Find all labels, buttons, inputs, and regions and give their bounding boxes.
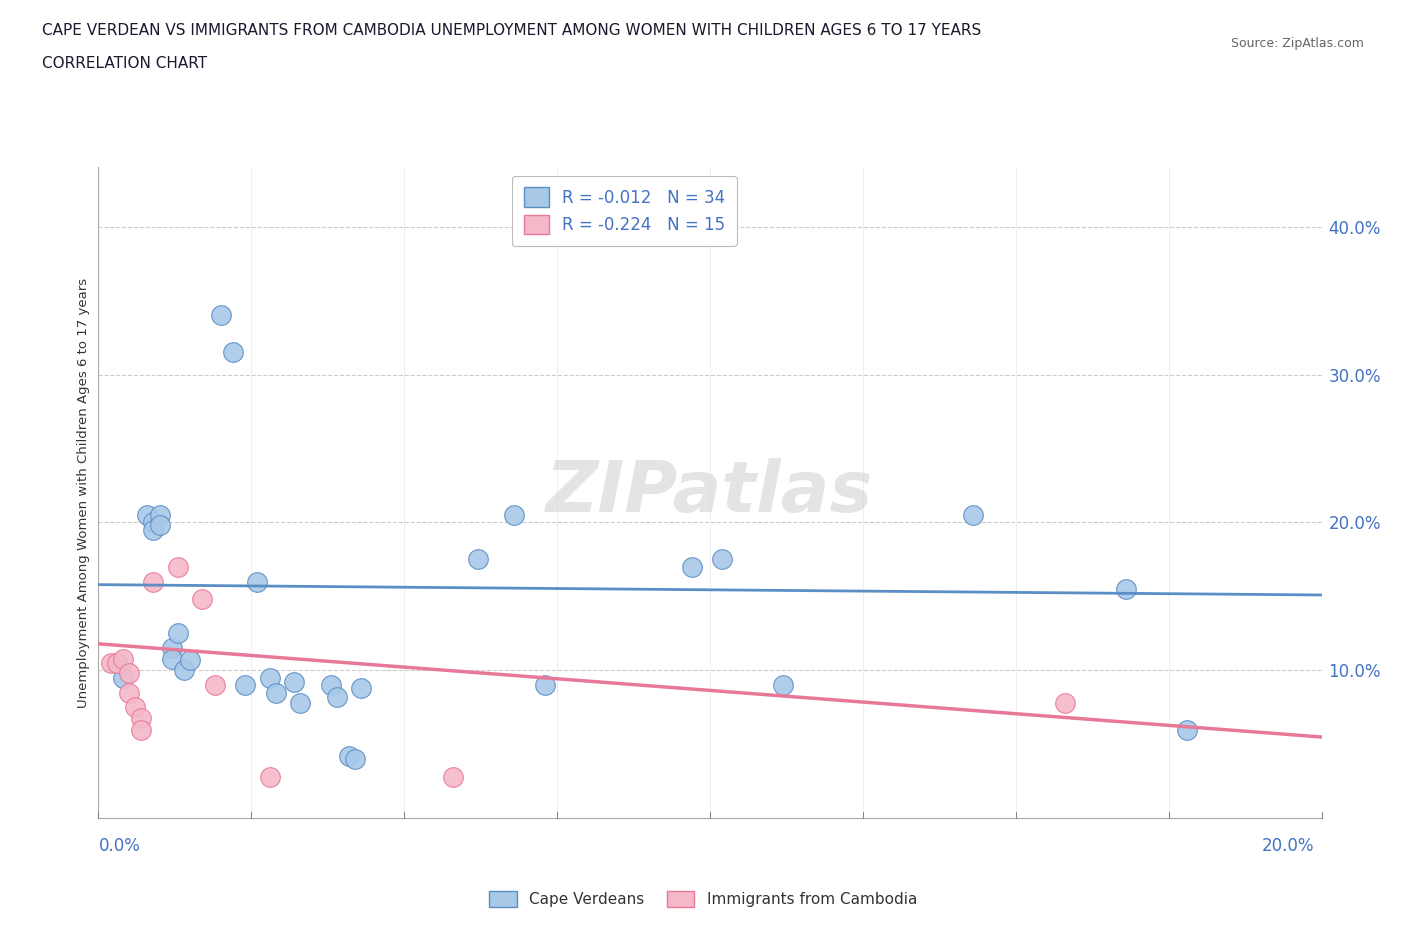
Point [259, 671, 281, 685]
Point [283, 675, 305, 690]
Point [264, 685, 287, 700]
Point [142, 515, 165, 530]
Point [149, 518, 172, 533]
Point [179, 653, 201, 668]
Point [136, 508, 159, 523]
Text: CORRELATION CHART: CORRELATION CHART [42, 56, 207, 71]
Point [100, 656, 122, 671]
Point [160, 651, 183, 666]
Text: ZIPatlas: ZIPatlas [547, 458, 873, 527]
Point [105, 656, 128, 671]
Point [344, 751, 367, 766]
Point [534, 678, 557, 693]
Y-axis label: Unemployment Among Women with Children Ages 6 to 17 years: Unemployment Among Women with Children A… [77, 278, 90, 708]
Point [350, 681, 373, 696]
Point [290, 696, 312, 711]
Point [772, 678, 794, 693]
Point [105, 656, 128, 671]
Point [142, 523, 165, 538]
Point [191, 592, 214, 607]
Point [111, 651, 134, 666]
Legend: R = -0.012   N = 34, R = -0.224   N = 15: R = -0.012 N = 34, R = -0.224 N = 15 [512, 176, 737, 246]
Point [167, 626, 190, 641]
Point [246, 574, 269, 589]
Point [160, 641, 183, 656]
Point [319, 678, 342, 693]
Point [503, 508, 526, 523]
Legend: Cape Verdeans, Immigrants from Cambodia: Cape Verdeans, Immigrants from Cambodia [482, 884, 924, 913]
Point [711, 552, 734, 567]
Text: 20.0%: 20.0% [1263, 837, 1315, 855]
Point [233, 678, 256, 693]
Point [167, 560, 190, 575]
Point [1053, 696, 1076, 711]
Point [259, 769, 281, 784]
Point [173, 663, 195, 678]
Point [124, 700, 146, 715]
Text: Source: ZipAtlas.com: Source: ZipAtlas.com [1230, 37, 1364, 50]
Text: 0.0%: 0.0% [98, 837, 141, 855]
Point [337, 749, 360, 764]
Point [326, 690, 349, 705]
Point [129, 723, 152, 737]
Point [1115, 581, 1137, 596]
Point [222, 345, 245, 360]
Point [681, 560, 703, 575]
Point [209, 308, 232, 323]
Point [962, 508, 984, 523]
Point [118, 685, 141, 700]
Point [1175, 723, 1198, 737]
Point [118, 666, 141, 681]
Text: CAPE VERDEAN VS IMMIGRANTS FROM CAMBODIA UNEMPLOYMENT AMONG WOMEN WITH CHILDREN : CAPE VERDEAN VS IMMIGRANTS FROM CAMBODIA… [42, 23, 981, 38]
Point [204, 678, 226, 693]
Point [149, 508, 172, 523]
Point [441, 769, 464, 784]
Point [111, 671, 134, 685]
Point [129, 711, 152, 725]
Point [467, 552, 489, 567]
Point [142, 574, 165, 589]
